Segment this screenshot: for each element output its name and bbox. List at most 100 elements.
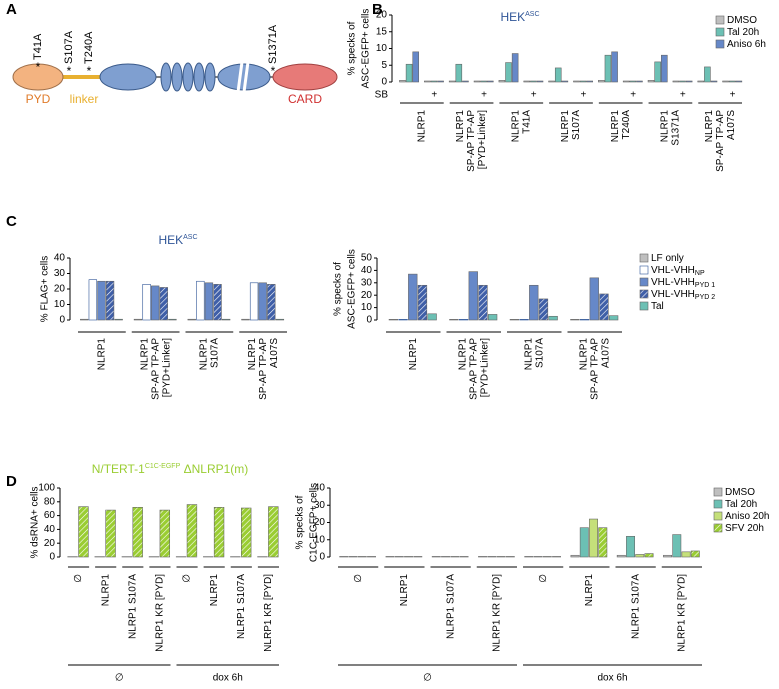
title-superscript: ASC: [183, 234, 197, 241]
bar: [542, 556, 552, 558]
x-tick-label: [PYD+Linker]: [477, 110, 488, 169]
bar: [487, 556, 497, 558]
title-text: HEK: [500, 10, 525, 24]
x-tick-label: NLRP1: [408, 338, 419, 371]
x-tick-label: NLRP1 KR [PYD]: [155, 574, 166, 652]
legend-name: VHL-VHH: [651, 289, 695, 300]
bar: [478, 556, 487, 558]
x-tick-label: NLRP1: [455, 110, 466, 143]
bar: [458, 319, 469, 321]
bar: [573, 80, 580, 83]
title-text: HEK: [158, 233, 183, 247]
x-tick-label: ∅: [73, 574, 84, 583]
group-label: ∅: [115, 673, 124, 684]
bar: [459, 556, 469, 558]
bar: [431, 556, 441, 558]
bar: [449, 319, 459, 321]
bar: [681, 551, 691, 558]
lrr: [160, 62, 172, 92]
x-tick-label: A107S: [269, 338, 280, 368]
x-tick-label: S1371A: [671, 110, 682, 146]
y-axis-label: % specks of: [333, 262, 344, 316]
y-tick-label: 30: [361, 277, 373, 288]
bar: [710, 80, 718, 83]
bar: [530, 80, 537, 83]
domain-diagram: PYD linker CARD * * * * T41A S107A T240A…: [12, 24, 338, 106]
bar: [505, 556, 515, 558]
x-tick-label: T41A: [521, 110, 532, 134]
group-label: ∅: [423, 673, 432, 684]
bar: [394, 556, 404, 558]
bar: [78, 506, 89, 558]
y-axis-label: % specks of: [347, 21, 358, 75]
bar: [133, 318, 143, 321]
x-tick-label: NLRP1: [247, 338, 258, 371]
bar: [462, 80, 469, 83]
bar: [511, 53, 519, 83]
bar: [505, 62, 512, 83]
bar: [105, 509, 116, 558]
y-tick-label: 20: [361, 290, 373, 301]
chart: 0 10 20 30 40 % specks of C1C-EGFP+ cells ∅ NLRP…: [295, 483, 770, 684]
domain: [99, 63, 157, 91]
legend-label: Tal 20h: [725, 499, 757, 510]
x-tick-label: NLRP1: [416, 110, 427, 143]
card-domain: [272, 63, 338, 91]
bar: [622, 80, 630, 83]
panel-label: C: [6, 213, 17, 230]
lrr: [193, 62, 205, 92]
legend-label: VHL-VHHPYD 2: [651, 289, 715, 302]
bar: [663, 554, 672, 558]
y-tick-label: 30: [54, 268, 66, 279]
bar: [536, 80, 544, 83]
y-tick-label: 15: [376, 26, 388, 37]
bar: [385, 556, 395, 558]
bar: [275, 318, 285, 321]
y-tick-label: 40: [314, 483, 326, 494]
sb-label: SB: [375, 90, 389, 101]
bar: [441, 556, 450, 558]
legend-name: Aniso 6h: [727, 39, 766, 50]
x-tick-label: NLRP1 S107A: [630, 574, 641, 639]
bar: [268, 506, 279, 558]
x-tick-label: NLRP1: [510, 110, 521, 143]
x-tick-label: SP-AP TP-AP: [258, 338, 269, 400]
bar: [221, 318, 231, 321]
y-tick-label: 20: [54, 284, 66, 295]
legend-swatch: [639, 277, 649, 287]
group-label: dox 6h: [213, 673, 243, 684]
pyd-domain: [12, 63, 64, 91]
y-tick-label: 10: [54, 299, 66, 310]
bar: [598, 527, 608, 558]
mutation-label: S1371A: [267, 24, 279, 64]
x-tick-label: ∅: [538, 574, 549, 583]
bar: [672, 534, 682, 558]
y-tick-label: 10: [314, 534, 326, 545]
legend-label: Tal: [651, 301, 664, 312]
bar: [357, 556, 367, 558]
bar: [608, 315, 619, 321]
bar: [204, 282, 214, 321]
bar: [132, 507, 143, 558]
bar: [589, 277, 599, 321]
bar: [249, 282, 259, 321]
y-axis-label: ASC-EGFP+ cells: [361, 9, 372, 89]
bar: [611, 51, 618, 83]
x-tick-label: NLRP1 S107A: [445, 574, 456, 639]
legend-subscript: PYD 2: [695, 294, 715, 301]
y-tick-label: 0: [366, 315, 372, 326]
y-tick-label: 20: [376, 10, 388, 21]
mutation-label: T240A: [83, 31, 95, 64]
autoproteolysis-gap: [236, 61, 250, 93]
y-tick-label: 40: [44, 524, 56, 535]
bar: [690, 550, 700, 558]
lrr: [204, 62, 216, 92]
x-tick-label: NLRP1 S107A: [236, 574, 247, 639]
bar: [437, 80, 444, 83]
bar: [570, 319, 580, 321]
legend-swatch: [715, 15, 725, 25]
legend-label: VHL-VHHPYD 1: [651, 277, 715, 290]
bar: [533, 556, 543, 558]
x-tick-label: NLRP1: [139, 338, 150, 371]
